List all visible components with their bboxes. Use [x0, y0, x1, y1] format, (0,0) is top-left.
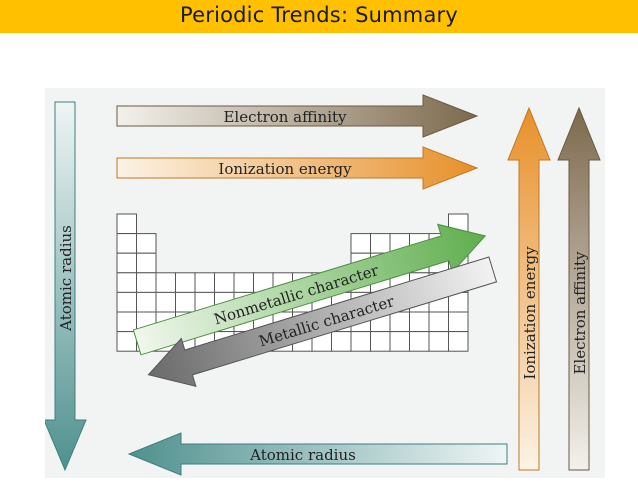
- table-cell: [389, 331, 410, 352]
- table-cell: [350, 331, 371, 352]
- table-cell: [116, 291, 137, 313]
- table-cell: [155, 291, 176, 313]
- table-cell: [116, 233, 137, 254]
- electron-affinity-arrow-horizontal: Electron affinity: [116, 94, 479, 138]
- atomic-radius-arrow-vertical: Atomic radius: [43, 101, 87, 472]
- atomic-radius-arrow-horizontal: Atomic radius: [127, 432, 508, 476]
- ionization-energy-horizontal-label: Ionization energy: [218, 160, 352, 178]
- table-cell: [175, 272, 196, 293]
- table-cell: [116, 331, 137, 352]
- table-cell: [331, 331, 352, 352]
- table-cell: [194, 272, 215, 293]
- table-cell: [116, 252, 137, 274]
- table-cell: [136, 272, 157, 293]
- table-cell: [155, 272, 176, 293]
- table-cell: [389, 311, 410, 333]
- ionization-energy-vertical-label: Ionization energy: [521, 246, 539, 380]
- atomic-radius-horizontal-label: Atomic radius: [249, 446, 356, 464]
- table-cell: [409, 311, 430, 333]
- table-cell: [370, 233, 391, 254]
- slide-title: Periodic Trends: Summary: [180, 3, 458, 27]
- table-cell: [409, 331, 430, 352]
- table-cell: [116, 272, 137, 293]
- table-cell: [448, 331, 469, 352]
- electron-affinity-arrow-vertical: Electron affinity: [557, 106, 601, 471]
- table-cell: [116, 213, 137, 235]
- table-cell: [233, 272, 254, 293]
- ionization-energy-arrow-horizontal: Ionization energy: [116, 146, 479, 190]
- table-cell: [428, 311, 449, 333]
- title-bar: [0, 0, 638, 33]
- periodic-trends-diagram: Electron affinity Ionization energy Atom…: [43, 88, 605, 478]
- table-cell: [116, 311, 137, 333]
- table-cell: [428, 331, 449, 352]
- ionization-energy-arrow-vertical: Ionization energy: [507, 106, 551, 471]
- table-cell: [350, 233, 371, 254]
- table-cell: [175, 291, 196, 313]
- table-cell: [136, 252, 157, 274]
- table-cell: [136, 291, 157, 313]
- table-cell: [448, 311, 469, 333]
- electron-affinity-horizontal-label: Electron affinity: [223, 108, 347, 126]
- table-cell: [370, 331, 391, 352]
- table-cell: [136, 233, 157, 254]
- atomic-radius-vertical-label: Atomic radius: [57, 225, 75, 332]
- table-cell: [214, 272, 235, 293]
- electron-affinity-vertical-label: Electron affinity: [571, 251, 589, 375]
- periodic-trends-figure: Electron affinity Ionization energy Atom…: [43, 88, 605, 478]
